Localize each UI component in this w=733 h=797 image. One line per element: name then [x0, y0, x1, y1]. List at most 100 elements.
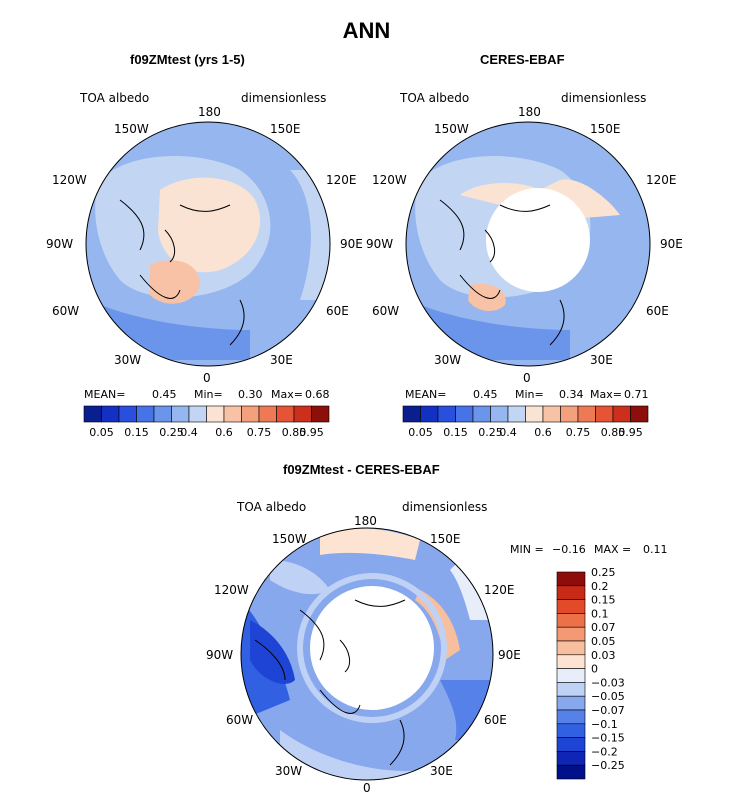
lon-label-30w-diff: 30W — [275, 764, 303, 778]
lon-label-120w-obs: 120W — [372, 173, 407, 187]
colorbar-box-diff — [556, 682, 586, 697]
max-label-model: Max= — [271, 388, 303, 401]
colorbar-tick-model: 0.6 — [215, 426, 233, 439]
colorbar-box-diff — [556, 654, 586, 669]
lon-label-120w-diff: 120W — [214, 583, 249, 597]
max-value-diff: 0.11 — [643, 543, 668, 556]
variable-label-model: TOA albedo — [80, 91, 150, 105]
lon-label-90w-model: 90W — [46, 237, 74, 251]
colorbar-tick-diff: −0.03 — [591, 676, 625, 689]
panel-title-diff: f09ZMtest - CERES-EBAF — [283, 462, 440, 477]
lon-label-90e-diff: 90E — [498, 648, 521, 662]
colorbar-tick-obs: 0.75 — [566, 426, 591, 439]
colorbar-tick-diff: 0.03 — [591, 649, 616, 662]
colorbar-tick-obs: 0.6 — [534, 426, 552, 439]
colorbar-tick-obs: 0.25 — [478, 426, 503, 439]
lon-label-0-model: 0 — [203, 371, 211, 385]
colorbar-box-obs — [630, 405, 649, 423]
colorbar-tick-model: 0.75 — [247, 426, 272, 439]
lon-label-30w-model: 30W — [114, 353, 142, 367]
max-value-obs: 0.71 — [624, 388, 649, 401]
min-value-model: 0.30 — [238, 388, 263, 401]
lon-label-30w-obs: 30W — [434, 353, 462, 367]
colorbar-tick-obs: 0.05 — [408, 426, 433, 439]
colorbar-box-diff — [556, 626, 586, 642]
variable-label-obs: TOA albedo — [400, 91, 470, 105]
lon-label-60e-obs: 60E — [646, 304, 669, 318]
lon-label-90e-model: 90E — [340, 237, 363, 251]
colorbar-tick-diff: 0.2 — [591, 580, 609, 593]
lon-label-30e-obs: 30E — [590, 353, 613, 367]
colorbar-tick-model: 0.15 — [124, 426, 149, 439]
colorbar-box-diff — [556, 695, 586, 711]
colorbar-tick-diff: −0.2 — [591, 745, 618, 758]
lon-label-90e-obs: 90E — [660, 237, 683, 251]
colorbar-tick-diff: 0 — [591, 663, 598, 676]
colorbar-box-diff — [556, 640, 586, 656]
colorbar-box-diff — [556, 585, 586, 600]
min-label-model: Min= — [194, 388, 223, 401]
colorbar-tick-diff: −0.1 — [591, 718, 618, 731]
figure-title: ANN — [342, 18, 391, 43]
colorbar-tick-diff: −0.25 — [591, 759, 625, 772]
panel-title-model: f09ZMtest (yrs 1-5) — [130, 52, 245, 67]
colorbar-tick-diff: −0.15 — [591, 732, 625, 745]
lon-label-120e-model: 120E — [326, 173, 357, 187]
lon-label-180-obs: 180 — [518, 105, 541, 119]
lon-label-60e-model: 60E — [326, 304, 349, 318]
colorbar-box-diff — [556, 737, 586, 752]
colorbar-box-diff — [556, 613, 586, 628]
lon-label-150e-diff: 150E — [430, 532, 461, 546]
units-label-obs: dimensionless — [561, 91, 647, 105]
lon-label-150w-model: 150W — [114, 122, 149, 136]
max-label-obs: Max= — [590, 388, 622, 401]
colorbar-tick-diff: 0.1 — [591, 607, 609, 620]
lon-label-180-diff: 180 — [354, 514, 377, 528]
min-value-diff: −0.16 — [552, 543, 586, 556]
colorbar-tick-obs: 0.4 — [499, 426, 517, 439]
lon-label-0-obs: 0 — [523, 371, 531, 385]
lon-label-30e-diff: 30E — [430, 764, 453, 778]
variable-label-diff: TOA albedo — [237, 500, 307, 514]
colorbar-tick-model: 0.95 — [299, 426, 324, 439]
colorbar-tick-model: 0.05 — [89, 426, 114, 439]
lon-label-120e-obs: 120E — [646, 173, 677, 187]
colorbar-tick-obs: 0.15 — [443, 426, 468, 439]
colorbar-tick-diff: 0.07 — [591, 621, 616, 634]
min-label-obs: Min= — [515, 388, 544, 401]
lon-label-60w-obs: 60W — [372, 304, 400, 318]
max-value-model: 0.68 — [305, 388, 330, 401]
lon-label-150w-obs: 150W — [434, 122, 469, 136]
colorbar-box-model — [311, 405, 330, 423]
colorbar-tick-obs: 0.95 — [618, 426, 643, 439]
colorbar-tick-model: 0.25 — [159, 426, 184, 439]
colorbar-box-diff — [556, 668, 586, 683]
colorbar-tick-diff: −0.05 — [591, 690, 625, 703]
lon-label-60e-diff: 60E — [484, 713, 507, 727]
colorbar-box-diff — [556, 764, 586, 780]
colorbar-tick-diff: 0.25 — [591, 566, 616, 579]
lon-label-180-model: 180 — [198, 105, 221, 119]
colorbar-box-diff — [556, 709, 586, 725]
colorbar-box-diff — [556, 599, 586, 614]
lon-label-30e-model: 30E — [270, 353, 293, 367]
panel-title-obs: CERES-EBAF — [480, 52, 565, 67]
lon-label-150w-diff: 150W — [272, 532, 307, 546]
lon-label-150e-model: 150E — [270, 122, 301, 136]
colorbar-tick-obs: 0.85 — [601, 426, 626, 439]
units-label-diff: dimensionless — [402, 500, 488, 514]
colorbar-box-diff — [556, 571, 586, 587]
units-label-model: dimensionless — [241, 91, 327, 105]
colorbar-tick-diff: −0.07 — [591, 704, 625, 717]
lon-label-90w-obs: 90W — [366, 237, 394, 251]
mean-value-model: 0.45 — [152, 388, 177, 401]
colorbar-tick-model: 0.85 — [282, 426, 307, 439]
min-value-obs: 0.34 — [559, 388, 584, 401]
lon-label-120e-diff: 120E — [484, 583, 515, 597]
colorbar-tick-diff: 0.05 — [591, 635, 616, 648]
